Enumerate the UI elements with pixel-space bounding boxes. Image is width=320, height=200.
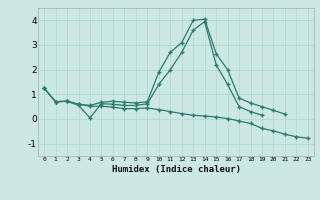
X-axis label: Humidex (Indice chaleur): Humidex (Indice chaleur): [111, 165, 241, 174]
